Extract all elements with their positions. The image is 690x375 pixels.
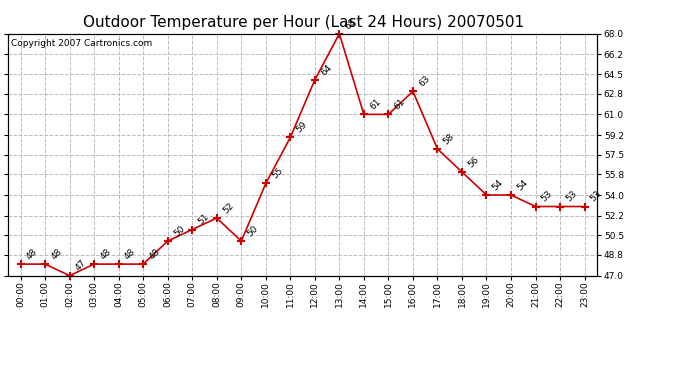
Text: Copyright 2007 Cartronics.com: Copyright 2007 Cartronics.com — [11, 39, 152, 48]
Text: 56: 56 — [466, 155, 481, 169]
Text: 48: 48 — [148, 247, 161, 261]
Text: 48: 48 — [49, 247, 63, 261]
Text: 50: 50 — [246, 224, 260, 238]
Text: 59: 59 — [295, 120, 309, 135]
Text: 53: 53 — [589, 189, 603, 204]
Text: 63: 63 — [417, 74, 431, 88]
Text: 61: 61 — [368, 97, 382, 112]
Text: 52: 52 — [221, 201, 235, 215]
Text: Outdoor Temperature per Hour (Last 24 Hours) 20070501: Outdoor Temperature per Hour (Last 24 Ho… — [83, 15, 524, 30]
Text: 51: 51 — [197, 212, 211, 227]
Text: 58: 58 — [442, 132, 456, 146]
Text: 53: 53 — [540, 189, 554, 204]
Text: 48: 48 — [98, 247, 112, 261]
Text: 68: 68 — [344, 16, 358, 31]
Text: 64: 64 — [319, 63, 333, 77]
Text: 55: 55 — [270, 166, 284, 181]
Text: 54: 54 — [491, 178, 505, 192]
Text: 50: 50 — [172, 224, 186, 238]
Text: 47: 47 — [74, 258, 88, 273]
Text: 48: 48 — [123, 247, 137, 261]
Text: 53: 53 — [564, 189, 579, 204]
Text: 61: 61 — [393, 97, 407, 112]
Text: 54: 54 — [515, 178, 530, 192]
Text: 48: 48 — [25, 247, 39, 261]
